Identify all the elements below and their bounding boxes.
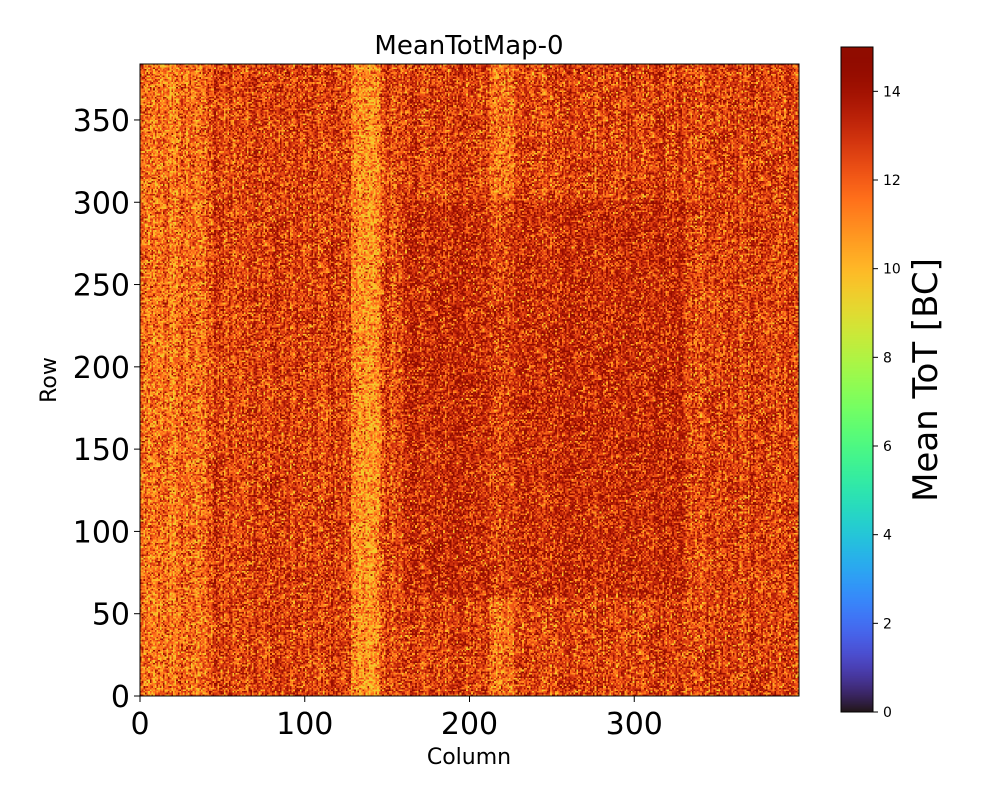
colorbar-frame: [840, 46, 874, 713]
x-tick-label: 0: [130, 707, 149, 742]
y-tick-label: 150: [73, 433, 130, 468]
y-tick-label: 0: [111, 680, 130, 715]
y-tick-label: 350: [73, 104, 130, 139]
x-axis-label: Column: [427, 745, 511, 770]
colorbar-tick-label: 0: [883, 705, 892, 721]
y-tick-label: 250: [73, 269, 130, 304]
y-tick-label: 200: [73, 351, 130, 386]
y-tick-label: 300: [73, 186, 130, 221]
colorbar-gradient: [841, 47, 873, 712]
y-tick-label: 50: [92, 598, 130, 633]
x-tick-label: 300: [606, 707, 663, 742]
colorbar-label: Mean ToT [BC]: [906, 258, 946, 502]
y-tick-label: 100: [73, 515, 130, 550]
y-axis-label: Row: [37, 357, 62, 403]
colorbar-tick-label: 12: [883, 173, 901, 189]
colorbar-tick-label: 10: [883, 262, 901, 278]
heatmap-image: [140, 64, 799, 696]
x-tick-label: 100: [276, 707, 333, 742]
colorbar-tick-label: 2: [883, 616, 892, 632]
y-axis: 0 50 100 150 200 250 300 350: [73, 104, 140, 715]
colorbar-tick-label: 4: [883, 528, 892, 544]
colorbar: 0 2 4 6 8 10 12 14 Mean ToT [BC]: [840, 46, 946, 721]
heatmap-area: [139, 63, 800, 697]
x-axis: 0 100 200 300: [130, 696, 663, 742]
colorbar-ticks: 0 2 4 6 8 10 12 14: [873, 84, 901, 721]
colorbar-tick-label: 6: [883, 439, 892, 455]
colorbar-tick-label: 14: [883, 84, 901, 100]
colorbar-tick-label: 8: [883, 350, 892, 366]
chart-title: MeanTotMap-0: [374, 31, 563, 61]
x-tick-label: 200: [441, 707, 498, 742]
